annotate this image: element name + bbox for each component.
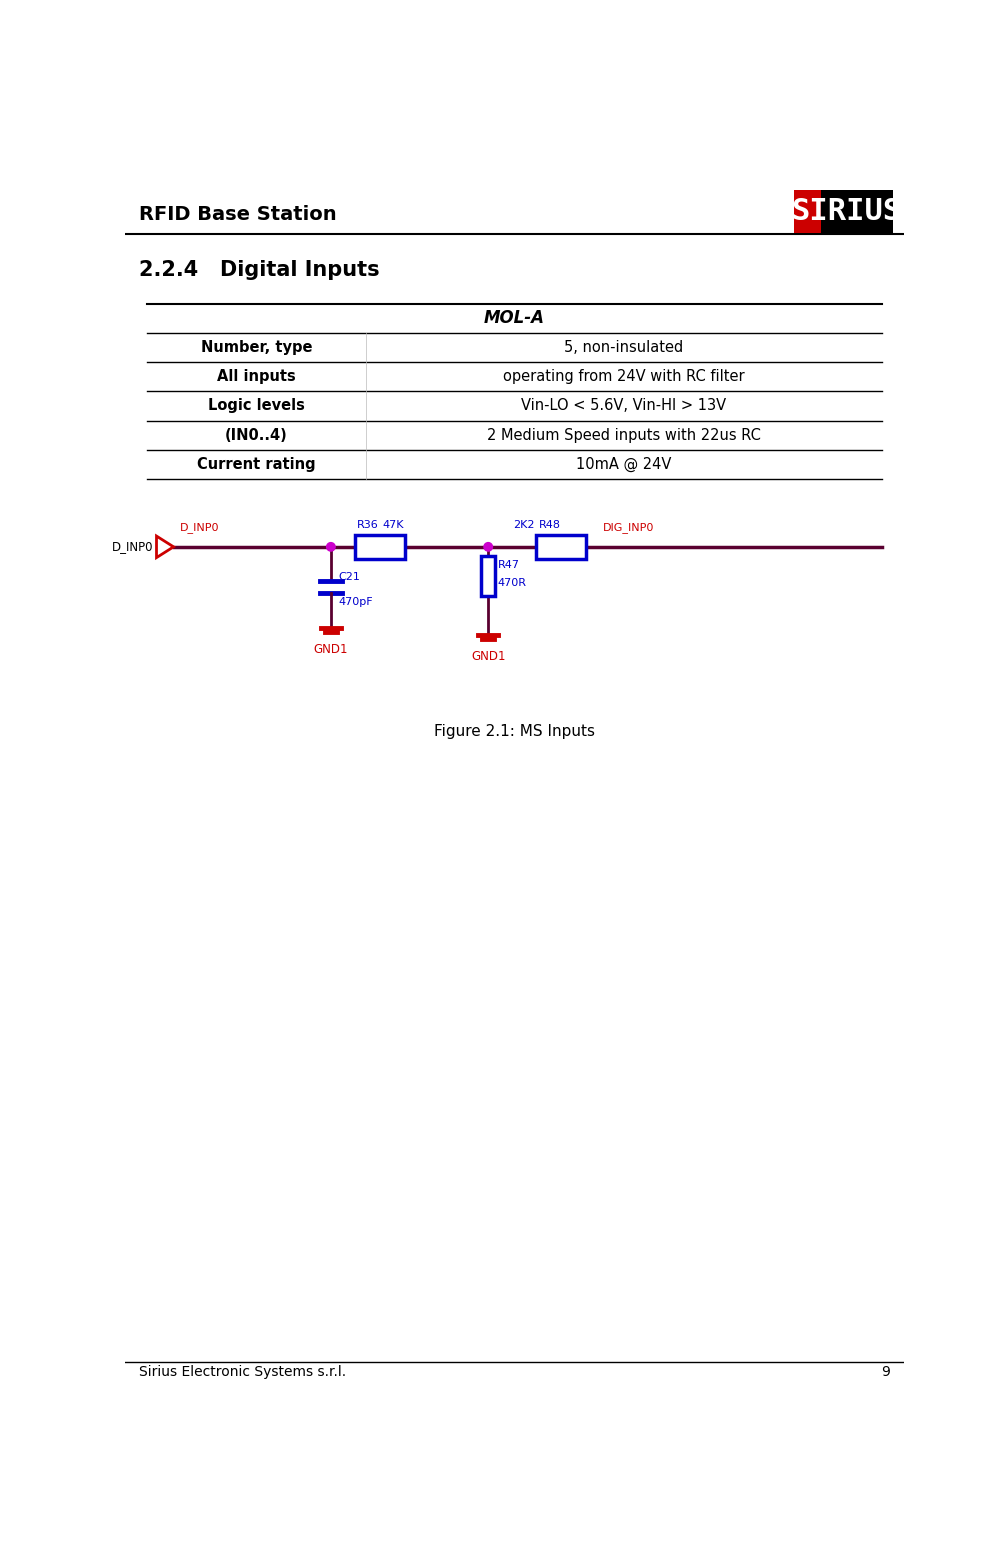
Text: C21: C21 <box>338 572 360 583</box>
Text: R36: R36 <box>356 521 378 530</box>
Text: Current rating: Current rating <box>197 457 316 472</box>
Text: D_INP0: D_INP0 <box>111 541 153 553</box>
Text: operating from 24V with RC filter: operating from 24V with RC filter <box>503 370 744 384</box>
Text: 47K: 47K <box>382 521 404 530</box>
Text: R48: R48 <box>539 521 561 530</box>
Text: GND1: GND1 <box>313 643 348 656</box>
Text: GND1: GND1 <box>470 650 505 664</box>
Text: Sirius Electronic Systems s.r.l.: Sirius Electronic Systems s.r.l. <box>139 1366 346 1380</box>
Bar <box>792 190 892 233</box>
Bar <box>792 190 820 233</box>
Text: DIG_INP0: DIG_INP0 <box>602 522 654 533</box>
Text: Figure 2.1: MS Inputs: Figure 2.1: MS Inputs <box>433 724 595 740</box>
Circle shape <box>483 542 492 552</box>
Text: RFID Base Station: RFID Base Station <box>139 205 337 224</box>
Circle shape <box>326 542 335 552</box>
Text: 5, non-insulated: 5, non-insulated <box>564 340 683 354</box>
Text: 10mA @ 24V: 10mA @ 24V <box>576 457 671 472</box>
Bar <box>480 556 494 597</box>
Text: 9: 9 <box>880 1366 889 1380</box>
Text: Vin-LO < 5.6V, Vin-HI > 13V: Vin-LO < 5.6V, Vin-HI > 13V <box>521 398 725 413</box>
Text: 470pF: 470pF <box>338 597 373 608</box>
Text: R47: R47 <box>497 559 519 570</box>
Text: D_INP0: D_INP0 <box>180 522 219 533</box>
Text: All inputs: All inputs <box>217 370 296 384</box>
Text: SIRIUS: SIRIUS <box>790 197 901 225</box>
Text: MOL-A: MOL-A <box>483 309 545 328</box>
Text: 2K2: 2K2 <box>513 521 535 530</box>
Text: 2 Medium Speed inputs with 22us RC: 2 Medium Speed inputs with 22us RC <box>486 427 760 443</box>
Text: 470R: 470R <box>497 578 526 587</box>
Bar <box>536 535 586 559</box>
Text: Number, type: Number, type <box>201 340 312 354</box>
Text: (IN0..4): (IN0..4) <box>225 427 288 443</box>
Text: 2.2.4   Digital Inputs: 2.2.4 Digital Inputs <box>139 260 380 280</box>
Bar <box>354 535 404 559</box>
Text: Logic levels: Logic levels <box>208 398 305 413</box>
Bar <box>792 190 892 233</box>
